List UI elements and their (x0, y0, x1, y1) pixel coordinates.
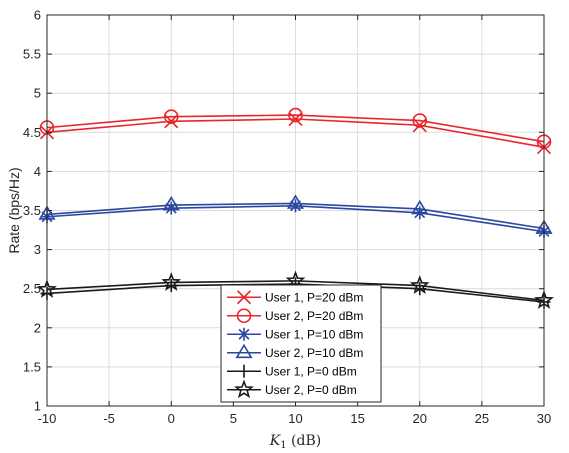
series-4 (38, 194, 553, 234)
series-4-line (46, 202, 545, 230)
series-6 (37, 270, 554, 309)
x-tick-label-1: -5 (103, 411, 115, 426)
series-6-line (46, 280, 545, 302)
legend-label-1: User 1, P=20 dBm (265, 290, 363, 304)
legend-swatch-marker-1 (236, 290, 252, 305)
series-2-point-2 (163, 109, 179, 124)
x-tick-label-3: 5 (230, 411, 237, 426)
y-tick-label-5: 3.5 (23, 203, 41, 218)
y-tick-label-9: 5.5 (23, 47, 41, 62)
y-tick-label-3: 2.5 (23, 281, 41, 296)
y-axis-label: Rate (bps/Hz) (6, 167, 22, 253)
legend-entry-1: User 1, P=20 dBm (227, 290, 363, 304)
y-tick-label-10: 6 (34, 8, 41, 23)
x-axis-label-subscript: 1 (280, 440, 286, 451)
x-tick-label-7: 25 (475, 411, 489, 426)
y-tick-label-0: 1 (34, 399, 41, 414)
legend-label-2: User 2, P=20 dBm (265, 309, 363, 323)
series-3-point-3 (289, 199, 302, 213)
legend-label-4: User 2, P=10 dBm (265, 346, 363, 360)
y-tick-label-4: 3 (34, 242, 41, 257)
series-3-point-2 (164, 201, 178, 215)
legend-swatch-marker-6 (234, 379, 254, 399)
legend-label-3: User 1, P=10 dBm (265, 327, 363, 341)
x-axis-label-symbol: K (269, 433, 282, 449)
series-2-point-3 (288, 107, 303, 123)
series-6-point-4 (409, 275, 430, 295)
x-tick-label-5: 15 (350, 411, 364, 426)
series-6-point-2 (161, 272, 182, 291)
axis-labels: K1 (dB)Rate (bps/Hz) (6, 167, 321, 451)
x-tick-label-0: -10 (38, 411, 57, 426)
ticks: -10 -5 0 5 10 15 20 25 30 1 1.5 2 2.5 3 3.5 4 4.5 5 5.5 6 (23, 8, 551, 427)
legend-entry-6: User 2, P=0 dBm (227, 379, 357, 399)
series-4-point-4 (411, 199, 429, 215)
y-tick-label-6: 4 (34, 164, 41, 179)
y-tick-label-7: 4.5 (23, 125, 41, 140)
series-2-point-4 (412, 113, 428, 128)
series-6-point-3 (285, 270, 306, 290)
series-4-point-3 (286, 194, 305, 209)
legend-label-6: User 2, P=0 dBm (265, 383, 357, 397)
y-tick-label-1: 1.5 (23, 359, 41, 374)
legend-swatch-marker-5 (237, 364, 251, 378)
legend-box (220, 284, 382, 403)
y-tick-label-8: 5 (34, 86, 41, 101)
series-2-line (46, 114, 545, 143)
x-axis-label: K1 (dB) (269, 433, 321, 451)
x-axis-label-unit: (dB) (287, 433, 322, 449)
legend-entry-5: User 1, P=0 dBm (227, 364, 357, 378)
x-tick-label-6: 20 (413, 411, 427, 426)
x-tick-label-8: 30 (537, 411, 551, 426)
legend-swatch-marker-3 (237, 327, 251, 341)
legend-swatch-marker-2 (236, 308, 252, 324)
legend: User 1, P=20 dBm User 2, P=20 dBm User 1, … (220, 284, 382, 403)
legend-label-5: User 1, P=0 dBm (265, 364, 357, 378)
x-tick-label-4: 10 (288, 411, 302, 426)
legend-entry-4: User 2, P=10 dBm (227, 343, 363, 360)
y-tick-label-2: 2 (34, 320, 41, 335)
legend-swatch-marker-4 (235, 343, 253, 359)
legend-entry-3: User 1, P=10 dBm (227, 327, 363, 341)
series-4-point-2 (162, 195, 180, 211)
series-layer (37, 107, 554, 309)
x-tick-label-2: 0 (168, 411, 175, 426)
legend-entry-2: User 2, P=20 dBm (227, 308, 363, 324)
